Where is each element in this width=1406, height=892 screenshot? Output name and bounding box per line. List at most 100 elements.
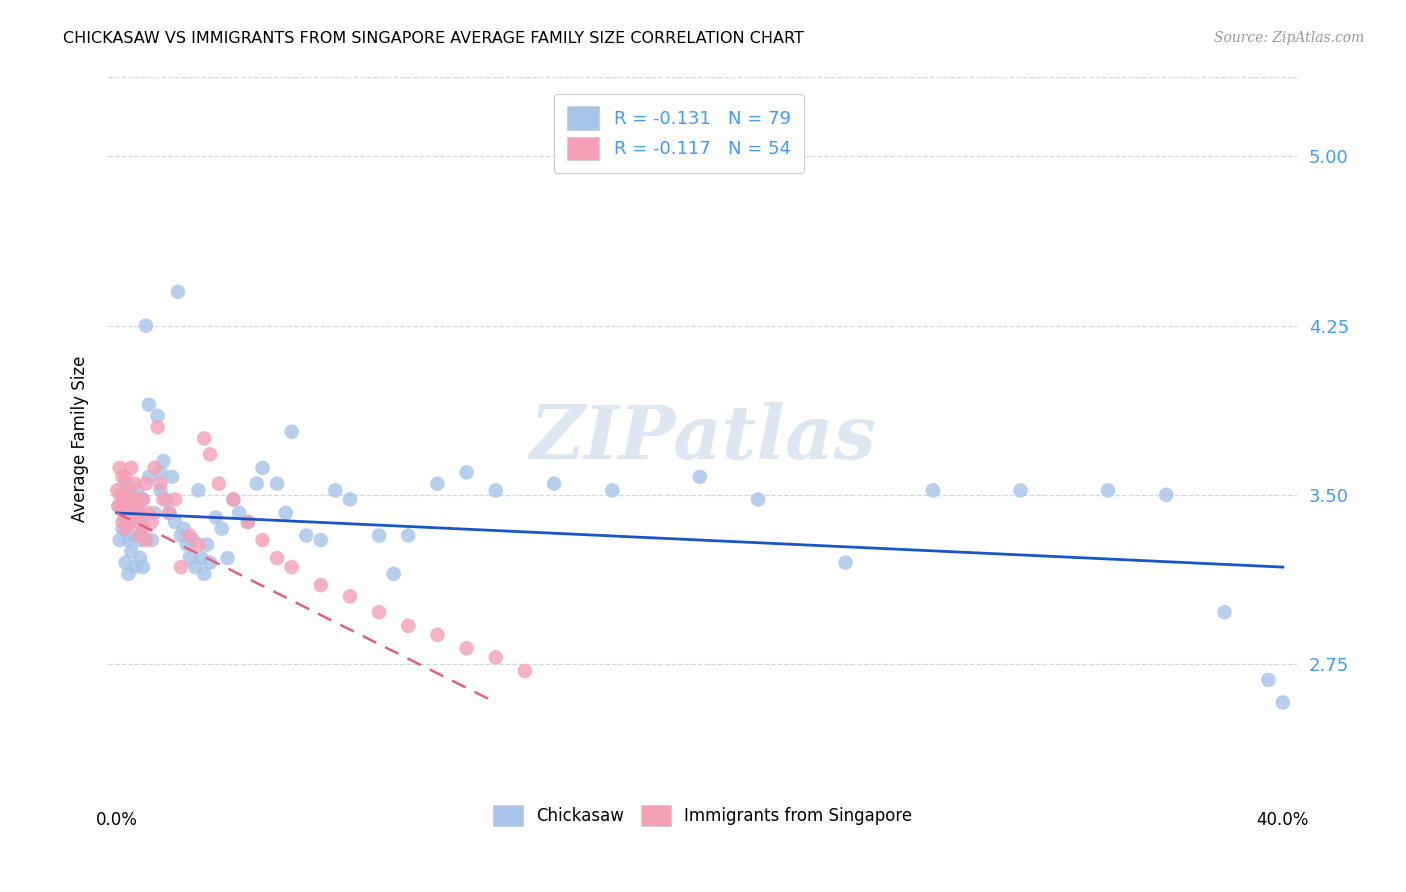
Point [129, 515, 152, 529]
Point [117, 483, 139, 498]
Point [141, 515, 163, 529]
Point [382, 566, 405, 581]
Point [114, 510, 136, 524]
Point [1257, 673, 1279, 687]
Point [105, 483, 128, 498]
Point [127, 483, 149, 498]
Point [129, 551, 152, 566]
Text: CHICKASAW VS IMMIGRANTS FROM SINGAPORE AVERAGE FAMILY SIZE CORRELATION CHART: CHICKASAW VS IMMIGRANTS FROM SINGAPORE A… [63, 31, 804, 46]
Point [193, 432, 215, 446]
Point [135, 533, 157, 547]
Point [187, 483, 209, 498]
Point [117, 533, 139, 547]
Point [309, 578, 332, 592]
Point [135, 476, 157, 491]
Point [157, 506, 180, 520]
Point [120, 515, 142, 529]
Point [111, 499, 134, 513]
Point [543, 476, 565, 491]
Point [127, 515, 149, 529]
Point [129, 506, 152, 520]
Point [179, 528, 201, 542]
Point [108, 533, 131, 547]
Point [190, 551, 212, 566]
Point [129, 528, 152, 542]
Point [228, 506, 250, 520]
Point [141, 533, 163, 547]
Point [368, 528, 391, 542]
Y-axis label: Average Family Size: Average Family Size [72, 355, 89, 522]
Point [325, 483, 347, 498]
Point [1154, 488, 1177, 502]
Point [485, 650, 508, 665]
Point [198, 447, 221, 461]
Point [163, 515, 186, 529]
Point [146, 420, 169, 434]
Point [149, 483, 172, 498]
Point [132, 492, 155, 507]
Point [122, 560, 145, 574]
Point [179, 551, 201, 566]
Point [114, 470, 136, 484]
Point [456, 466, 478, 480]
Point [167, 285, 190, 299]
Point [236, 515, 259, 529]
Point [485, 483, 508, 498]
Point [280, 560, 302, 574]
Point [114, 476, 136, 491]
Point [146, 409, 169, 423]
Point [135, 318, 157, 333]
Legend: Chickasaw, Immigrants from Singapore: Chickasaw, Immigrants from Singapore [485, 797, 921, 835]
Point [122, 506, 145, 520]
Point [108, 460, 131, 475]
Point [114, 510, 136, 524]
Point [252, 533, 274, 547]
Point [426, 628, 449, 642]
Point [205, 510, 228, 524]
Point [152, 454, 174, 468]
Point [396, 528, 419, 542]
Point [155, 492, 177, 507]
Point [834, 556, 856, 570]
Point [108, 499, 131, 513]
Point [132, 522, 155, 536]
Point [368, 605, 391, 619]
Point [184, 560, 207, 574]
Point [132, 492, 155, 507]
Point [160, 470, 183, 484]
Point [1010, 483, 1032, 498]
Point [922, 483, 945, 498]
Point [127, 499, 149, 513]
Point [1271, 696, 1294, 710]
Point [208, 476, 231, 491]
Text: Source: ZipAtlas.com: Source: ZipAtlas.com [1213, 31, 1364, 45]
Point [111, 522, 134, 536]
Point [280, 425, 302, 439]
Point [266, 476, 288, 491]
Point [246, 476, 269, 491]
Point [120, 544, 142, 558]
Point [396, 619, 419, 633]
Point [252, 460, 274, 475]
Point [217, 551, 239, 566]
Point [114, 556, 136, 570]
Point [111, 470, 134, 484]
Point [107, 499, 129, 513]
Point [122, 476, 145, 491]
Point [195, 537, 218, 551]
Point [138, 398, 160, 412]
Point [114, 492, 136, 507]
Point [170, 560, 193, 574]
Point [149, 476, 172, 491]
Point [295, 528, 318, 542]
Point [198, 556, 221, 570]
Point [187, 537, 209, 551]
Point [143, 506, 166, 520]
Point [132, 560, 155, 574]
Point [689, 470, 711, 484]
Point [143, 460, 166, 475]
Point [266, 551, 288, 566]
Point [138, 470, 160, 484]
Point [120, 492, 142, 507]
Point [222, 492, 245, 507]
